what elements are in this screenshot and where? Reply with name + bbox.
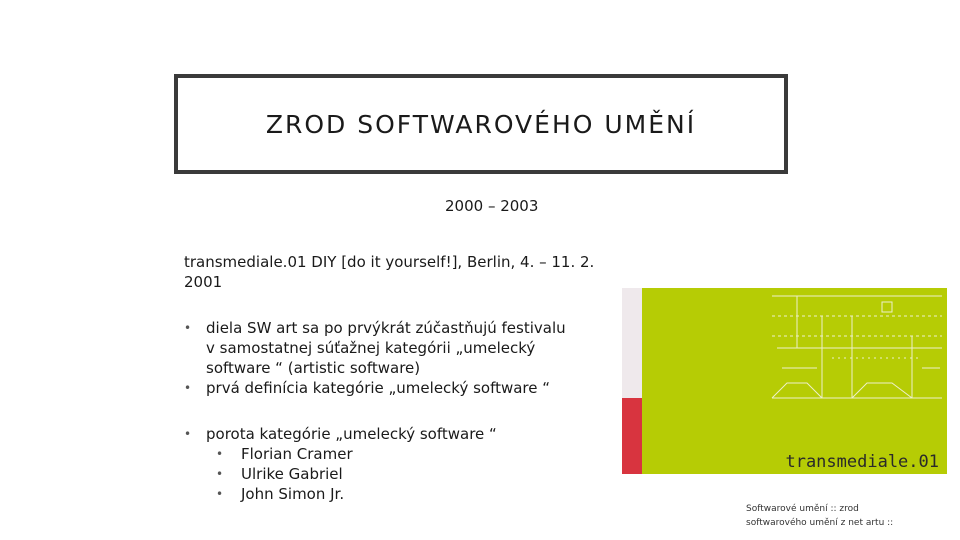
jury-label: porota kategórie „umelecký software “ [206,425,497,443]
event-description: transmediale.01 DIY [do it yourself!], B… [184,252,654,292]
jury-member-name: John Simon Jr. [241,485,345,503]
poster-logo: transmediale.01 [785,452,939,472]
bullet-text: prvá definícia kategórie „umelecký softw… [206,379,551,397]
jury-list: • porota kategórie „umelecký software “ … [184,424,634,504]
jury-member: • John Simon Jr. [184,484,634,504]
jury-member-name: Florian Cramer [241,445,353,463]
footer-line-2: softwarového umění z net artu :: [746,518,894,528]
transmediale-poster: transmediale.01 [622,288,947,474]
jury-member-name: Ulrike Gabriel [241,465,343,483]
list-item: • prvá definícia kategórie „umelecký sof… [184,378,634,398]
bullet-icon: • [216,467,224,481]
list-item: • diela SW art sa po prvýkrát zúčastňujú… [184,318,634,378]
title-box: ZROD SOFTWAROVÉHO UMĚNÍ [174,74,788,174]
event-line-1: transmediale.01 DIY [do it yourself!], B… [184,253,595,271]
years-subtitle: 2000 – 2003 [445,197,539,215]
jury-member: • Florian Cramer [184,444,634,464]
poster-diagram-icon [771,295,942,399]
bullet-icon: • [216,487,224,501]
bullet-icon: • [184,381,192,395]
jury-member: • Ulrike Gabriel [184,464,634,484]
bullet-text: software “ (artistic software) [206,359,421,377]
bullet-text: v samostatnej súťažnej kategórii „umelec… [206,339,536,357]
bullet-text: diela SW art sa po prvýkrát zúčastňujú f… [206,319,566,337]
slide-title: ZROD SOFTWAROVÉHO UMĚNÍ [265,109,697,139]
footer-line-1: Softwarové umění :: zrod [746,504,859,514]
slide-footer: Softwarové umění :: zrod softwarového um… [746,502,946,530]
poster-strip-red [622,398,642,474]
list-item: • porota kategórie „umelecký software “ [184,424,634,444]
event-line-2: 2001 [184,273,223,291]
bullet-list: • diela SW art sa po prvýkrát zúčastňujú… [184,318,634,398]
poster-strip-light [622,288,642,398]
bullet-icon: • [184,427,192,441]
bullet-icon: • [184,321,192,335]
bullet-icon: • [216,447,224,461]
